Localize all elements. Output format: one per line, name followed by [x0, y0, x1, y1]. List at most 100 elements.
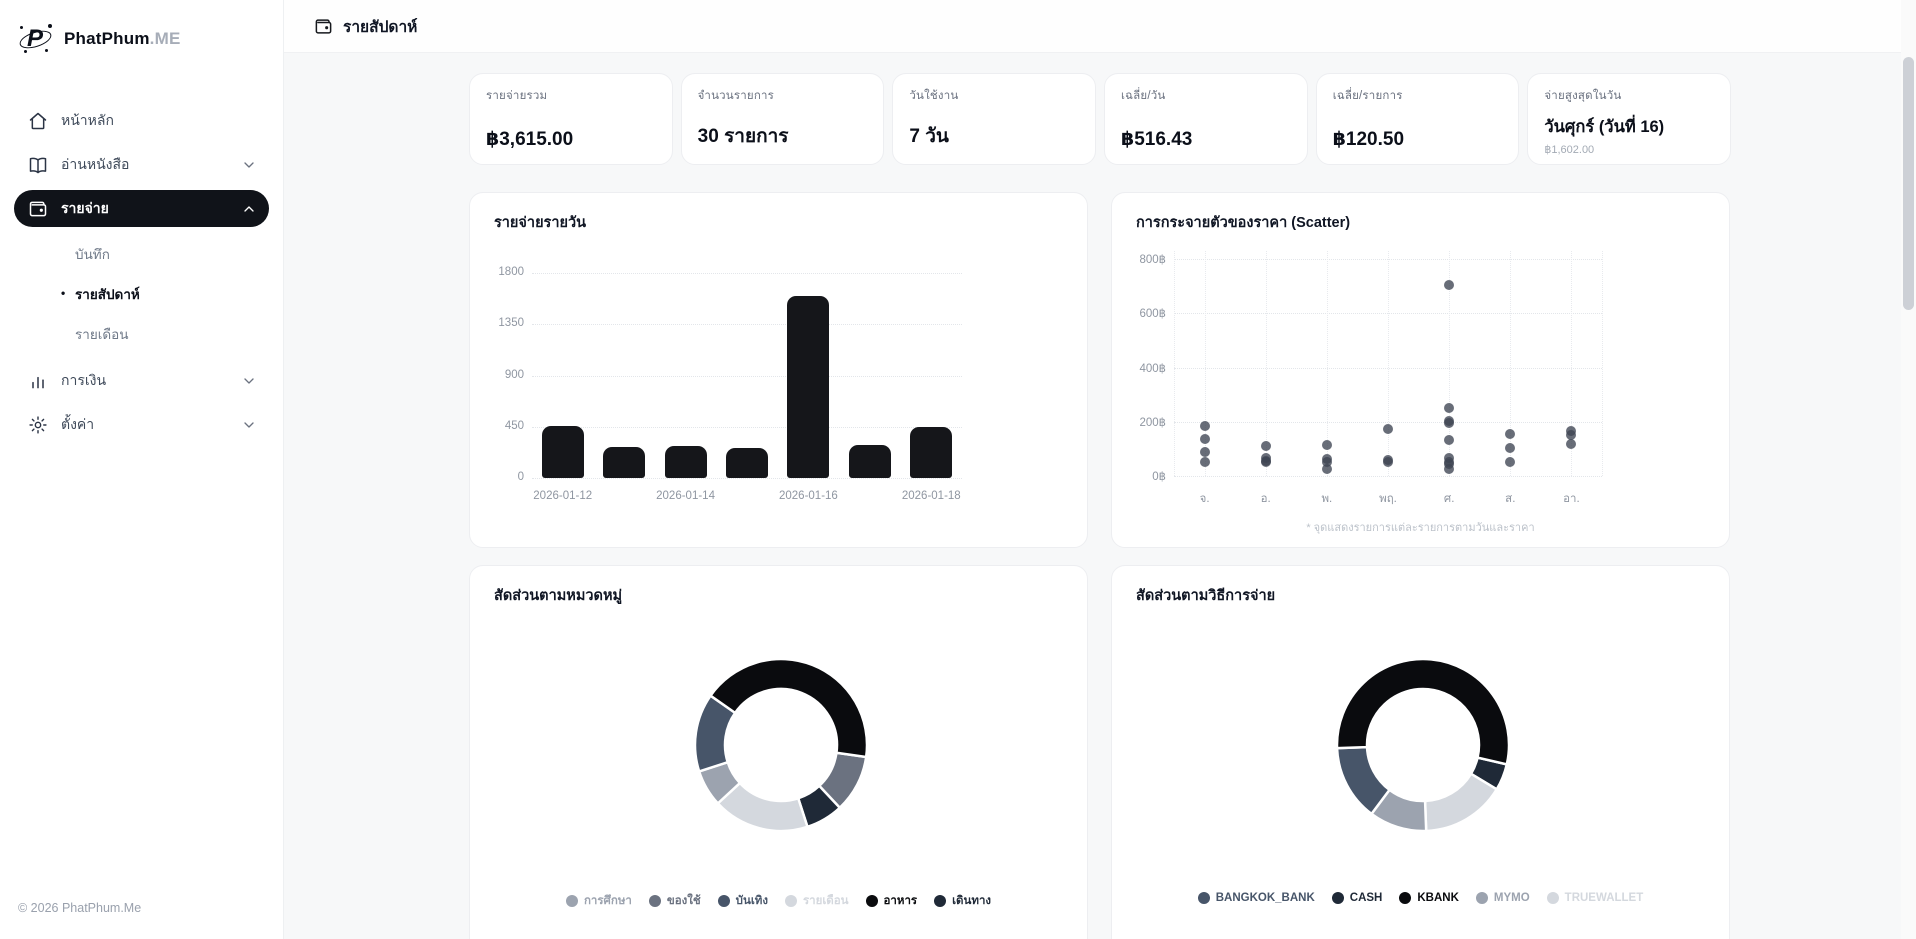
- copyright-text: © 2026 PhatPhum.Me: [18, 901, 142, 915]
- wallet-icon: [28, 199, 48, 219]
- stat-card-total-expense: รายจ่ายรวม ฿3,615.00: [469, 73, 673, 165]
- legend-swatch: [717, 895, 730, 907]
- scatter-point: [1260, 457, 1271, 468]
- scatter-vgrid: [1326, 251, 1328, 476]
- category-donut-panel: สัดส่วนตามหมวดหมู่ การศึกษา ของใช้ บันเทิง…: [469, 565, 1088, 939]
- stat-card-avg-per-item: เฉลี่ย/รายการ ฿120.50: [1315, 73, 1520, 165]
- home-icon: [28, 111, 48, 131]
- active-bullet: •: [61, 286, 66, 300]
- scatter-point: [1199, 433, 1210, 444]
- scatter-gridline: [1174, 476, 1602, 477]
- sidebar-item-finance[interactable]: การเงิน: [14, 362, 269, 399]
- legend-swatch: [1399, 892, 1412, 904]
- bar-x-tick: 2026-01-18: [901, 490, 961, 502]
- sidebar-item-settings[interactable]: ตั้งค่า: [14, 406, 269, 443]
- legend-swatch: [648, 895, 661, 907]
- legend-swatch: [1546, 892, 1559, 904]
- scatter-point: [1321, 440, 1332, 451]
- price-scatter-panel: การกระจายตัวของราคา (Scatter) 0฿ 200฿ 400฿…: [1111, 192, 1730, 548]
- scatter-x-tick: ศ.: [1443, 493, 1455, 505]
- scatter-point: [1199, 446, 1210, 457]
- vertical-scrollbar-thumb[interactable]: [1903, 57, 1914, 310]
- legend-item-TRUEWALLET[interactable]: TRUEWALLET: [1546, 892, 1643, 904]
- expense-bar: [848, 444, 891, 478]
- scatter-vgrid: [1388, 251, 1389, 476]
- payment-method-legend: BANGKOK_BANK CASH KBANK MYMO TRUEWALLET: [1112, 892, 1729, 904]
- legend-swatch: [565, 895, 578, 907]
- legend-item-อาหาร[interactable]: อาหาร: [865, 892, 917, 910]
- scatter-y-tick: 0฿: [1152, 471, 1166, 483]
- bar-chart-icon: [28, 371, 48, 391]
- chevron-down-icon: [241, 417, 257, 433]
- wallet-icon: [314, 17, 333, 36]
- scatter-point: [1383, 424, 1393, 435]
- bar-x-tick: 2026-01-16: [779, 490, 838, 502]
- sidebar-subitem-monthly[interactable]: รายเดือน: [75, 327, 129, 342]
- vertical-scrollbar-track[interactable]: [1901, 0, 1916, 939]
- legend-item-CASH[interactable]: CASH: [1331, 892, 1382, 904]
- legend-swatch: [1475, 892, 1488, 904]
- sidebar-subitem-weekly[interactable]: • รายสัปดาห์: [61, 286, 140, 302]
- stat-card-active-days: วันใช้งาน 7 วัน: [892, 73, 1097, 165]
- donut-svg: [1335, 657, 1511, 833]
- payment-method-donut-panel: สัดส่วนตามวิธีการจ่าย BANGKOK_BANK CASH KB…: [1111, 565, 1730, 939]
- legend-swatch: [784, 895, 797, 907]
- scatter-y-tick: 800฿: [1139, 254, 1166, 266]
- stat-card-transaction-count: จำนวนรายการ 30 รายการ: [680, 73, 885, 165]
- bar-gridline: [532, 324, 962, 326]
- expense-bar: [726, 447, 768, 478]
- scatter-x-tick: พ.: [1321, 493, 1333, 505]
- legend-item-รายเดือน[interactable]: รายเดือน: [784, 892, 849, 910]
- scatter-point: [1444, 280, 1455, 291]
- bar-gridline: [532, 375, 962, 377]
- legend-label: ของใช้: [666, 895, 701, 907]
- scatter-point: [1505, 442, 1516, 453]
- legend-item-BANGKOK_BANK[interactable]: BANGKOK_BANK: [1197, 892, 1315, 904]
- legend-item-ของใช้[interactable]: ของใช้: [648, 892, 701, 910]
- legend-item-บันเทิง[interactable]: บันเทิง: [717, 892, 768, 910]
- scatter-vgrid: [1449, 251, 1451, 476]
- chevron-down-icon: [241, 373, 257, 389]
- daily-expense-bar-panel: รายจ่ายรายวัน 0 450 900 1350 1800 2026-01-12 2…: [469, 192, 1088, 548]
- legend-label: เดินทาง: [952, 895, 992, 907]
- legend-label: บันเทิง: [735, 895, 768, 907]
- sidebar-item-home[interactable]: หน้าหลัก: [14, 102, 269, 139]
- scatter-x-tick: จ.: [1199, 493, 1210, 505]
- expense-bar: [787, 295, 830, 478]
- legend-item-เดินทาง[interactable]: เดินทาง: [934, 892, 991, 910]
- bar-gridline: [532, 273, 962, 274]
- scatter-x-tick: อ.: [1260, 493, 1271, 505]
- bar-y-tick: 1800: [498, 266, 524, 278]
- sidebar-subitem-records[interactable]: บันทึก: [75, 247, 110, 262]
- scatter-point: [1321, 457, 1332, 468]
- scatter-point: [1566, 439, 1577, 450]
- scatter-vgrid: [1204, 251, 1206, 476]
- expense-bar: [664, 446, 707, 478]
- scatter-point: [1505, 456, 1516, 467]
- scatter-point: [1444, 403, 1455, 414]
- sidebar-item-read-books[interactable]: อ่านหนังสือ: [14, 146, 269, 183]
- legend-item-MYMO[interactable]: MYMO: [1475, 892, 1530, 904]
- app-logo[interactable]: P PhatPhum.ME: [0, 0, 283, 66]
- scatter-y-tick: 200฿: [1139, 416, 1166, 429]
- scatter-vgrid: [1510, 251, 1512, 476]
- legend-item-การศึกษา[interactable]: การศึกษา: [565, 892, 632, 910]
- donut-segment-KBANK: [1335, 657, 1511, 766]
- scatter-vgrid: [1602, 251, 1603, 476]
- legend-label: BANGKOK_BANK: [1215, 892, 1315, 904]
- bar-y-tick: 450: [504, 419, 524, 432]
- legend-label: MYMO: [1493, 892, 1530, 904]
- sidebar-item-expenses[interactable]: รายจ่าย: [14, 190, 269, 227]
- bar-gridline: [532, 478, 962, 479]
- legend-label: รายเดือน: [802, 895, 849, 907]
- donut-svg: [693, 657, 869, 833]
- stat-sub-amount: ฿1,602.00: [1544, 144, 1595, 156]
- donut-segment-อาหาร: [708, 657, 869, 759]
- sidebar-nav: หน้าหลัก อ่านหนังสือ รายจ่าย บันทึก •: [0, 102, 283, 443]
- page-title: รายสัปดาห์: [343, 18, 418, 36]
- bar-y-tick: 900: [504, 368, 524, 381]
- dashboard-content: รายจ่ายรวม ฿3,615.00 จำนวนรายการ 30 รายก…: [469, 73, 1732, 939]
- legend-item-KBANK[interactable]: KBANK: [1399, 892, 1459, 904]
- scatter-point: [1199, 421, 1210, 432]
- rocket-planet-logo-icon: P: [17, 22, 54, 56]
